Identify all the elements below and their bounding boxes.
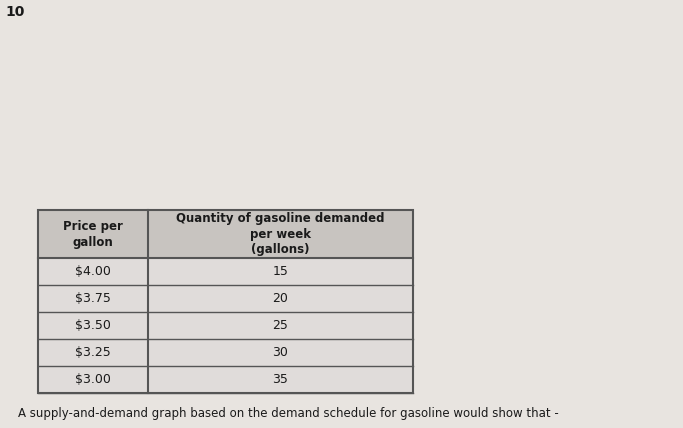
Bar xyxy=(38,339,413,366)
Text: 35: 35 xyxy=(273,373,288,386)
Bar xyxy=(38,312,413,339)
Bar xyxy=(38,210,413,258)
Bar xyxy=(38,366,413,393)
Text: $4.00: $4.00 xyxy=(75,265,111,278)
Text: A supply-and-demand graph based on the demand schedule for gasoline would show t: A supply-and-demand graph based on the d… xyxy=(18,407,559,420)
Text: 30: 30 xyxy=(273,346,288,359)
Bar xyxy=(38,285,413,312)
Text: Price per
gallon: Price per gallon xyxy=(63,220,123,249)
Text: $3.00: $3.00 xyxy=(75,373,111,386)
Text: $3.25: $3.25 xyxy=(75,346,111,359)
Text: 20: 20 xyxy=(273,292,288,305)
Text: $3.75: $3.75 xyxy=(75,292,111,305)
Text: 25: 25 xyxy=(273,319,288,332)
Text: 10: 10 xyxy=(5,5,25,19)
Text: Quantity of gasoline demanded
per week
(gallons): Quantity of gasoline demanded per week (… xyxy=(176,211,385,256)
Bar xyxy=(38,258,413,285)
Text: $3.50: $3.50 xyxy=(75,319,111,332)
Text: 15: 15 xyxy=(273,265,288,278)
Bar xyxy=(38,210,413,393)
